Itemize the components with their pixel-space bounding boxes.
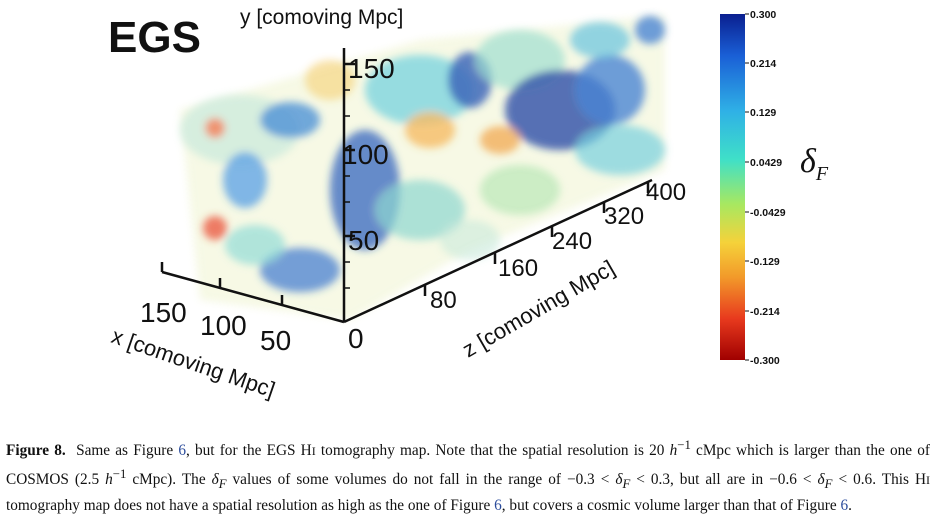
caption-text: , but covers a cosmic volume larger than…: [501, 497, 841, 515]
tomography-figure: EGS y [comoving Mpc] 150 100 50 150 100 …: [108, 6, 829, 402]
y-axis-label: y [comoving Mpc]: [240, 6, 403, 29]
caption-symbol: δF: [817, 470, 833, 491]
figure-ref-link[interactable]: 6: [840, 497, 849, 515]
colorbar-label: δF: [800, 143, 829, 185]
caption-text: .: [848, 497, 852, 515]
z-tick-label: 400: [646, 179, 686, 206]
caption-text: tomography map. Note that the spatial re…: [315, 442, 670, 460]
z-tick-label: 0: [348, 323, 364, 354]
colorbar-tick-label: 0.300: [750, 9, 776, 21]
y-tick-label: 50: [348, 225, 379, 256]
x-tick-label: 150: [140, 297, 187, 328]
z-axis-label: z [comoving Mpc]: [458, 255, 619, 362]
x-tick-label: 50: [260, 325, 291, 356]
caption-text: Same as Figure: [76, 442, 179, 460]
figure-ref-link[interactable]: 6: [494, 497, 502, 515]
colorbar-ticks: [745, 13, 749, 361]
colorbar-tick-label: 0.214: [750, 58, 776, 70]
colorbar-tick-label: -0.300: [750, 355, 780, 367]
z-tick-label: 160: [498, 255, 538, 282]
caption-symbol: δF: [211, 470, 227, 491]
caption-symbol: δF: [615, 470, 631, 491]
caption-symbol: −1: [677, 438, 691, 452]
x-axis-label: x [comoving Mpc]: [108, 323, 278, 402]
y-tick-label: 150: [348, 53, 395, 84]
y-tick-label: 100: [342, 139, 389, 170]
z-tick-label: 80: [430, 287, 457, 314]
caption-label: Figure 8.: [6, 442, 66, 460]
figure-ref-link[interactable]: 6: [178, 442, 186, 460]
caption-text: I: [311, 444, 316, 459]
colorbar-tick-label: 0.129: [750, 107, 776, 119]
colorbar: [720, 14, 745, 360]
caption-text: , but for the EGS H: [185, 442, 312, 460]
caption-text: cMpc). The: [126, 470, 212, 488]
caption-symbol: h: [669, 442, 678, 460]
caption-text: < 0.6. This H: [832, 470, 926, 488]
x-tick-label: 100: [200, 310, 247, 341]
colorbar-tick-label: -0.0429: [750, 207, 786, 219]
caption-text: < 0.3, but all are in −0.6 <: [630, 470, 818, 488]
axes: [160, 48, 653, 324]
volume-render: [180, 15, 665, 320]
z-tick-label: 320: [604, 203, 644, 230]
caption-symbol: h: [105, 470, 113, 488]
z-tick-label: 240: [552, 228, 592, 255]
caption-text: values of some volumes do not fall in th…: [226, 470, 616, 488]
colorbar-tick-label: -0.214: [750, 306, 780, 318]
tomography-plot: EGS y [comoving Mpc] 150 100 50 150 100 …: [108, 6, 829, 402]
colorbar-tick-label: 0.0429: [750, 157, 782, 169]
caption-text: tomography map does not have a spatial r…: [6, 497, 495, 515]
caption-text: I: [926, 472, 930, 487]
figure-caption: Figure 8. Same as Figure 6, but for the …: [6, 434, 930, 518]
caption-text: cMpc which is larger than the one of COS…: [6, 442, 930, 488]
caption-symbol: −1: [112, 466, 127, 481]
panel-title: EGS: [108, 13, 201, 62]
colorbar-tick-label: -0.129: [750, 256, 780, 268]
